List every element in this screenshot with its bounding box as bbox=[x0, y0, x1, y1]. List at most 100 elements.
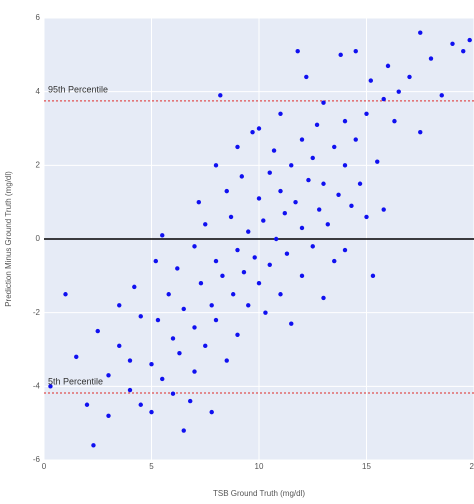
point bbox=[209, 409, 214, 415]
point bbox=[342, 247, 348, 253]
point bbox=[278, 188, 283, 194]
point bbox=[321, 100, 326, 105]
point bbox=[63, 292, 68, 297]
point bbox=[160, 233, 165, 238]
y-tick-label: 2 bbox=[36, 160, 41, 169]
point bbox=[271, 148, 277, 153]
point bbox=[203, 222, 208, 227]
point bbox=[224, 358, 229, 363]
point bbox=[117, 303, 122, 308]
point bbox=[192, 369, 197, 374]
point bbox=[213, 163, 219, 168]
point bbox=[192, 325, 197, 330]
point bbox=[127, 387, 133, 393]
reference-label: 5th Percentile bbox=[48, 376, 103, 386]
point bbox=[349, 203, 354, 209]
point bbox=[310, 244, 315, 249]
point bbox=[235, 144, 240, 150]
y-tick-label: -6 bbox=[33, 455, 41, 464]
point bbox=[228, 214, 234, 220]
point bbox=[246, 303, 251, 308]
point bbox=[306, 177, 311, 183]
point bbox=[117, 343, 122, 349]
point bbox=[428, 56, 434, 61]
point bbox=[84, 402, 90, 407]
point bbox=[385, 63, 391, 69]
point bbox=[295, 48, 300, 54]
point bbox=[91, 443, 96, 448]
y-tick-label: 4 bbox=[36, 87, 41, 96]
point bbox=[181, 428, 186, 433]
point bbox=[218, 93, 223, 98]
point bbox=[153, 258, 158, 264]
x-tick-label: 20 bbox=[470, 462, 474, 471]
point bbox=[106, 373, 111, 378]
point bbox=[353, 137, 358, 142]
point bbox=[364, 214, 369, 220]
point bbox=[267, 262, 272, 267]
y-tick-label: -4 bbox=[33, 381, 41, 390]
point bbox=[231, 292, 236, 297]
x-tick-label: 0 bbox=[42, 462, 47, 471]
point bbox=[289, 321, 294, 326]
point bbox=[338, 52, 343, 58]
point bbox=[241, 269, 247, 275]
point bbox=[149, 362, 154, 367]
point bbox=[196, 199, 201, 205]
x-tick-label: 10 bbox=[255, 462, 264, 471]
point bbox=[95, 328, 100, 334]
point bbox=[321, 295, 326, 301]
point bbox=[321, 181, 326, 186]
point bbox=[175, 266, 180, 271]
point bbox=[256, 126, 262, 131]
point bbox=[392, 118, 397, 124]
point bbox=[368, 78, 373, 83]
point bbox=[203, 343, 208, 349]
point bbox=[213, 317, 219, 323]
point bbox=[299, 137, 305, 142]
point bbox=[235, 332, 240, 337]
point bbox=[375, 159, 380, 164]
point bbox=[370, 273, 376, 279]
point bbox=[304, 74, 309, 80]
point bbox=[106, 413, 111, 418]
point bbox=[278, 111, 283, 116]
point bbox=[181, 306, 186, 312]
point bbox=[418, 30, 423, 35]
point bbox=[138, 402, 143, 407]
point bbox=[246, 229, 251, 234]
point bbox=[256, 281, 262, 286]
point bbox=[418, 129, 423, 135]
point bbox=[127, 358, 133, 363]
point bbox=[250, 129, 255, 135]
point bbox=[299, 225, 305, 231]
y-axis-title: Prediction Minus Ground Truth (mg/dl) bbox=[4, 171, 13, 307]
point bbox=[467, 37, 472, 43]
point bbox=[439, 93, 444, 98]
point bbox=[213, 258, 219, 264]
point bbox=[353, 48, 358, 54]
point bbox=[293, 199, 298, 205]
point bbox=[261, 218, 266, 223]
point bbox=[310, 155, 315, 161]
point bbox=[342, 163, 348, 168]
point bbox=[381, 96, 386, 102]
point bbox=[256, 196, 262, 201]
reference-label: 95th Percentile bbox=[48, 84, 108, 94]
point bbox=[198, 281, 204, 286]
point bbox=[332, 258, 337, 264]
y-tick-label: -2 bbox=[33, 308, 41, 317]
point bbox=[263, 310, 268, 315]
point bbox=[461, 48, 466, 54]
x-axis-title: TSB Ground Truth (mg/dl) bbox=[213, 489, 305, 498]
point bbox=[282, 211, 287, 216]
point bbox=[74, 354, 79, 360]
point bbox=[450, 41, 455, 46]
point bbox=[252, 255, 257, 260]
point bbox=[299, 273, 305, 279]
point bbox=[336, 192, 341, 197]
point bbox=[235, 247, 240, 253]
point bbox=[224, 188, 229, 194]
x-tick-label: 15 bbox=[362, 462, 371, 471]
